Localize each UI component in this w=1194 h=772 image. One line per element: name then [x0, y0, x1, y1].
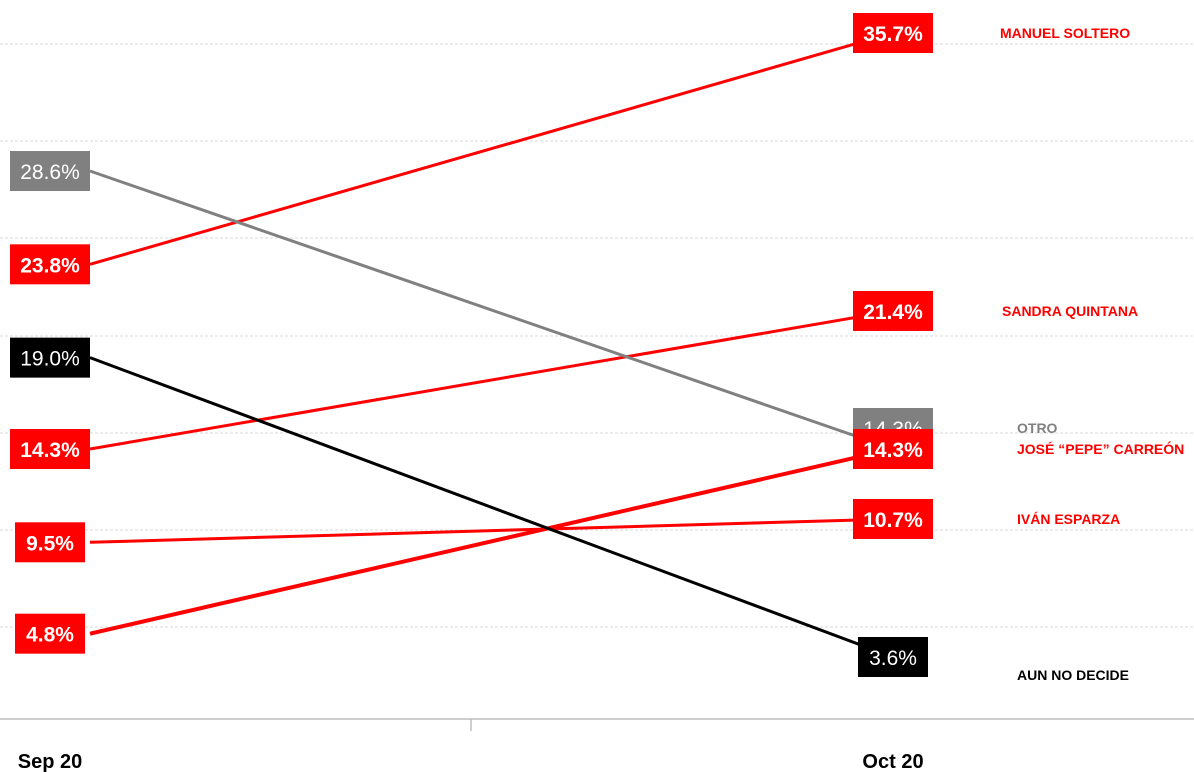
- value-label-text: 21.4%: [863, 301, 923, 324]
- value-label: 9.5%: [15, 522, 85, 563]
- value-label-text: 35.7%: [863, 23, 923, 46]
- value-label-text: 14.3%: [863, 439, 923, 462]
- value-label: 14.3%: [10, 429, 90, 469]
- x-tick-label: Sep 20: [18, 751, 82, 772]
- value-label-box: [10, 429, 90, 469]
- value-label-text: 10.7%: [863, 509, 923, 532]
- gridlines: [0, 43, 1194, 628]
- value-label-box: [15, 522, 85, 563]
- series-lines: [89, 31, 894, 659]
- series-name-label: MANUEL SOLTERO: [1000, 25, 1130, 41]
- series-line: [89, 309, 894, 451]
- series-names: MANUEL SOLTERO SANDRA QUINTANA OTRO JOSÉ “P…: [1000, 25, 1184, 683]
- series-line: [89, 517, 894, 544]
- value-label-text: 3.6%: [869, 647, 917, 670]
- value-label: 4.8%: [15, 613, 85, 654]
- series-line: [89, 356, 894, 659]
- series-name-label: JOSÉ “PEPE” CARREÓN: [1017, 440, 1184, 457]
- series-name-label: IVÁN ESPARZA: [1017, 511, 1120, 527]
- value-label-text: 14.3%: [20, 439, 80, 462]
- series-line: [89, 447, 894, 636]
- value-label-box: [15, 613, 85, 654]
- value-label-box: [10, 337, 90, 378]
- value-label-box: [858, 637, 928, 677]
- value-label-box: [853, 429, 933, 469]
- value-label-box: [853, 498, 933, 539]
- series-line: [89, 31, 894, 266]
- series-name-label: SANDRA QUINTANA: [1002, 303, 1138, 319]
- value-label: 35.7%: [853, 13, 933, 53]
- value-label: 21.4%: [853, 290, 933, 331]
- value-label-box: [10, 244, 90, 285]
- value-label-text: 28.6%: [20, 161, 80, 184]
- value-label-text: 23.8%: [20, 254, 80, 277]
- value-label: 3.6%: [858, 637, 928, 677]
- value-label: 23.8%: [10, 244, 90, 285]
- value-label-box: [10, 151, 90, 192]
- value-label: 14.3%: [853, 429, 933, 469]
- value-label-text: 4.8%: [26, 624, 74, 647]
- value-label-box: [853, 13, 933, 53]
- x-tick-label: Oct 20: [862, 751, 923, 772]
- series-line: [89, 169, 894, 451]
- value-label-text: 19.0%: [20, 348, 80, 371]
- value-labels: 23.8%35.7%14.3%21.4%28.6%14.3%4.8%14.3%9…: [10, 13, 933, 677]
- value-label: 19.0%: [10, 337, 90, 378]
- value-label-text: 9.5%: [26, 532, 74, 555]
- value-label-box: [853, 290, 933, 331]
- series-name-label: OTRO: [1017, 420, 1058, 436]
- series-name-label: AUN NO DECIDE: [1017, 667, 1129, 683]
- value-label: 10.7%: [853, 498, 933, 539]
- value-label: 28.6%: [10, 151, 90, 192]
